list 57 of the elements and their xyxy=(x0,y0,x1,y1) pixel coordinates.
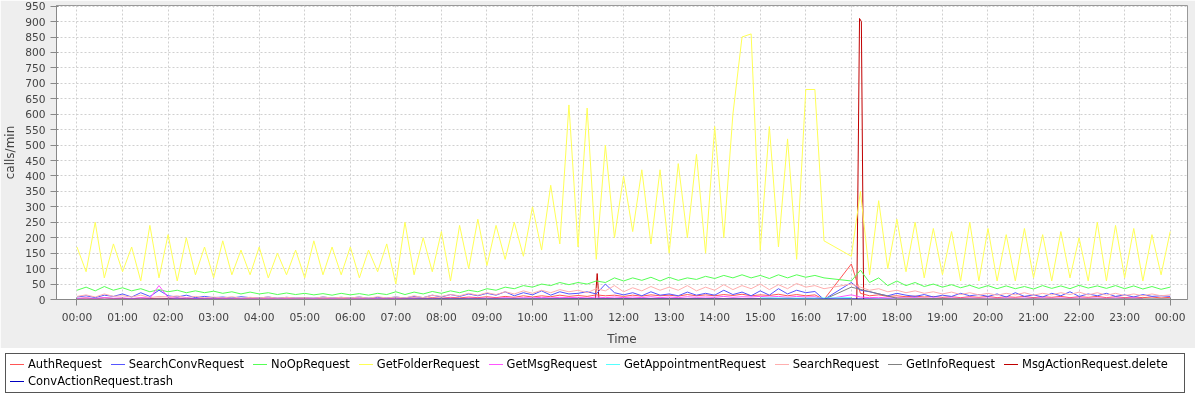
x-tick-label: 20:00 xyxy=(972,310,1004,324)
legend-label: GetFolderRequest xyxy=(375,356,480,373)
legend-label: SearchRequest xyxy=(791,356,879,373)
y-tick-label: 900 xyxy=(25,15,46,29)
x-tick-label: 00:00 xyxy=(1154,310,1186,324)
y-tick-label: 750 xyxy=(25,61,46,75)
x-tick-label: 01:00 xyxy=(107,310,139,324)
legend-label: ConvActionRequest.trash xyxy=(27,373,174,390)
y-tick-label: 250 xyxy=(25,216,46,230)
legend-label: GetInfoRequest xyxy=(904,356,995,373)
y-tick-label: 850 xyxy=(25,31,46,44)
y-tick-label: 400 xyxy=(25,169,46,183)
y-tick-label: 550 xyxy=(25,123,46,137)
y-tick-label: 450 xyxy=(25,154,46,168)
y-tick-label: 500 xyxy=(25,139,46,153)
x-tick-label: 09:00 xyxy=(471,310,503,324)
x-tick-label: 16:00 xyxy=(790,310,822,324)
y-tick-label: 800 xyxy=(25,46,46,60)
x-tick-label: 17:00 xyxy=(835,310,867,324)
x-tick-label: 21:00 xyxy=(1018,310,1050,324)
x-tick-label: 03:00 xyxy=(198,310,230,324)
x-tick-label: 22:00 xyxy=(1063,310,1095,324)
legend-label: NoOpRequest xyxy=(270,356,350,373)
y-tick-label: 0 xyxy=(38,293,46,307)
x-axis-title: Time xyxy=(606,331,637,346)
legend-label: GetMsgRequest xyxy=(505,356,597,373)
x-tick-label: 11:00 xyxy=(562,310,594,324)
y-tick-label: 50 xyxy=(31,278,46,292)
x-tick-label: 19:00 xyxy=(927,310,959,324)
legend-label: AuthRequest xyxy=(27,356,102,373)
y-tick-label: 100 xyxy=(25,262,46,276)
x-tick-label: 12:00 xyxy=(608,310,640,324)
x-tick-label: 15:00 xyxy=(744,310,776,324)
x-tick-label: 06:00 xyxy=(334,310,366,324)
y-tick-label: 350 xyxy=(25,185,46,199)
y-tick-label: 300 xyxy=(25,200,46,214)
y-tick-label: 150 xyxy=(25,247,46,261)
y-axis-title: calls/min xyxy=(3,125,18,180)
x-tick-label: 00:00 xyxy=(61,310,93,324)
legend-label: GetAppointmentRequest xyxy=(622,356,766,373)
x-tick-label: 05:00 xyxy=(289,310,321,324)
x-tick-label: 13:00 xyxy=(653,310,685,324)
legend-label: SearchConvRequest xyxy=(127,356,245,373)
x-tick-label: 07:00 xyxy=(380,310,412,324)
y-tick-label: 950 xyxy=(25,0,46,14)
x-tick-label: 10:00 xyxy=(517,310,549,324)
x-tick-label: 23:00 xyxy=(1109,310,1141,324)
y-tick-label: 650 xyxy=(25,92,46,106)
x-tick-label: 18:00 xyxy=(881,310,913,324)
x-tick-label: 02:00 xyxy=(152,310,184,324)
x-tick-label: 08:00 xyxy=(426,310,457,324)
y-tick-label: 600 xyxy=(25,108,46,122)
y-tick-label: 700 xyxy=(25,77,46,91)
x-tick-label: 14:00 xyxy=(699,310,731,324)
x-tick-label: 04:00 xyxy=(243,310,275,324)
y-tick-label: 200 xyxy=(25,231,46,245)
legend-label: MsgActionRequest.delete xyxy=(1020,356,1168,373)
